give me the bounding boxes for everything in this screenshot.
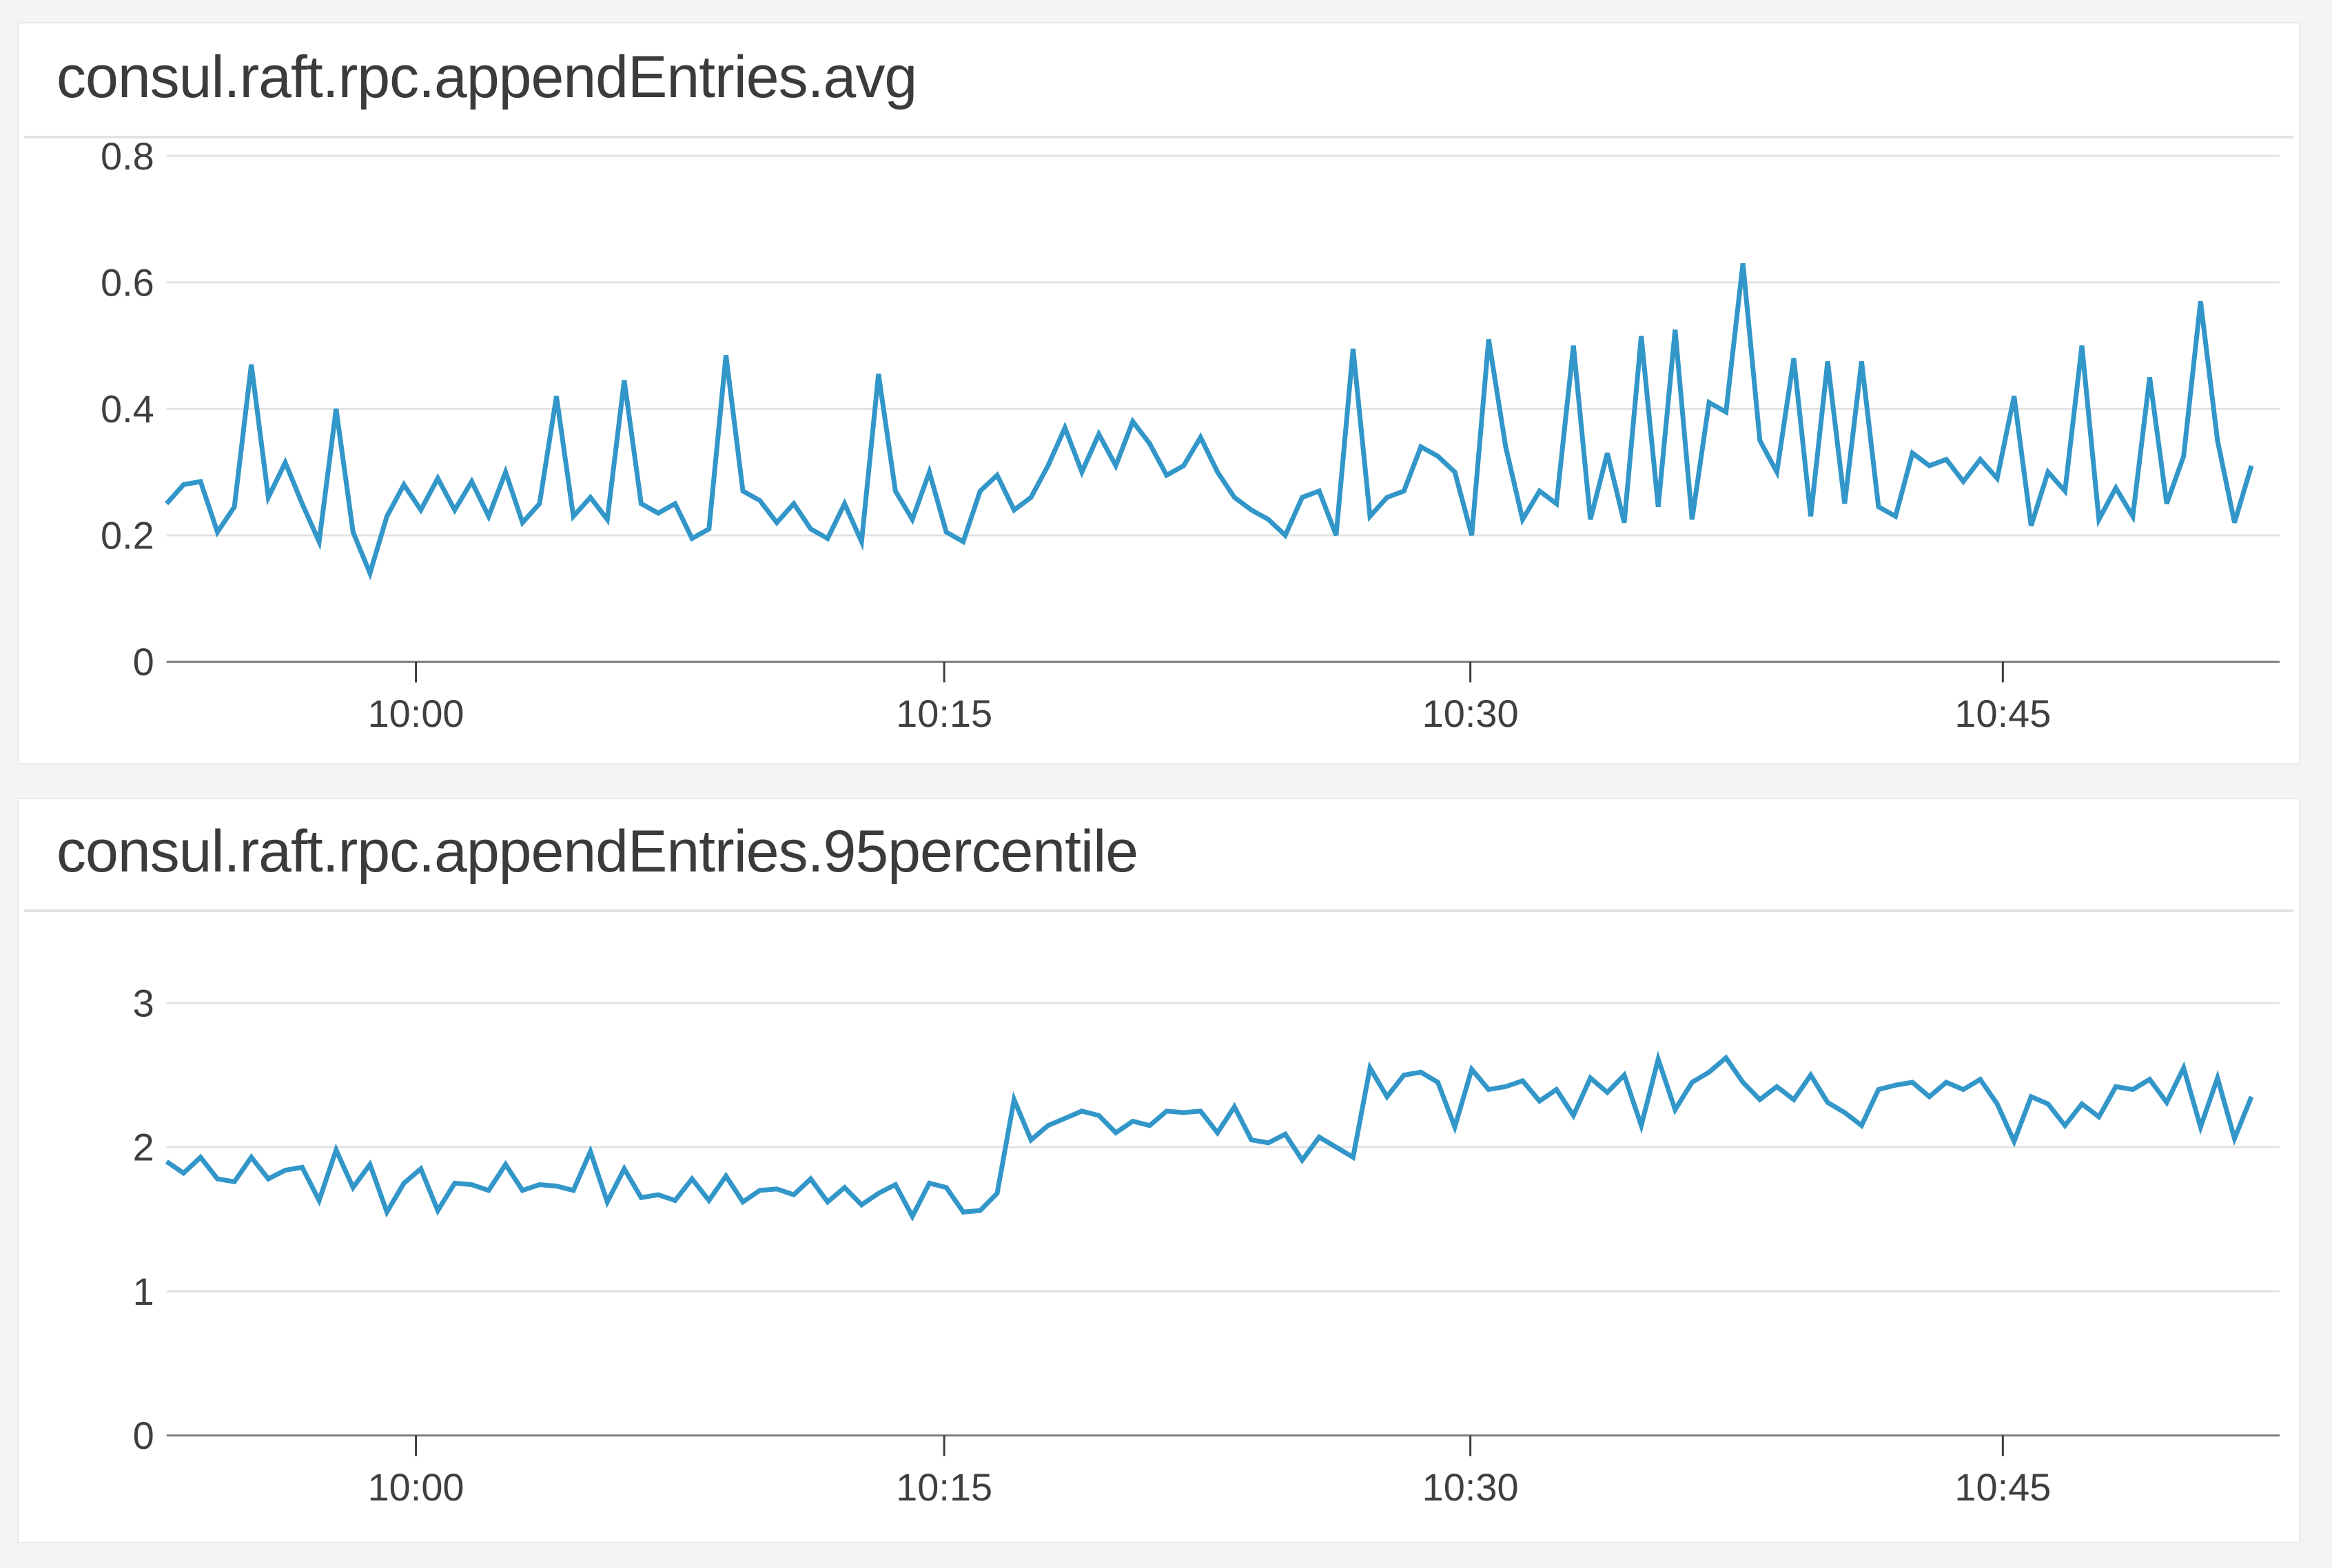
x-axis-tick-label: 10:45 (1954, 1465, 2051, 1509)
panel-title-95percentile: consul.raft.rpc.appendEntries.95percenti… (57, 818, 1138, 885)
avg-line-chart-canvas[interactable]: 0.8 0.6 0.4 0.2 0 10:00 10:15 10:30 10:45 (19, 23, 2299, 763)
x-axis-tick-label: 10:00 (368, 692, 464, 735)
title-separator (24, 909, 2293, 912)
metric-series-line (165, 1051, 2254, 1222)
p95-line-chart-canvas[interactable]: 3 2 1 0 10:00 10:15 10:30 10:45 (19, 799, 2299, 1542)
x-axis-tick-label: 10:15 (896, 1465, 992, 1509)
x-axis-tick-label: 10:00 (368, 1465, 464, 1509)
y-axis-tick-label: 3 (133, 981, 154, 1024)
y-axis-tick-label: 0.2 (101, 514, 154, 557)
y-axis-tick-label: 0 (133, 1414, 154, 1457)
panel-title-avg: consul.raft.rpc.appendEntries.avg (57, 44, 917, 110)
y-axis-tick-label: 0.4 (101, 387, 154, 431)
metric-panel-append-entries-avg: consul.raft.rpc.appendEntries.avg 0.8 0.6… (17, 22, 2300, 765)
x-axis-tick-label: 10:15 (896, 692, 992, 735)
title-separator (24, 136, 2293, 138)
x-axis-tick-label: 10:45 (1954, 692, 2051, 735)
x-axis-tick-label: 10:30 (1422, 692, 1519, 735)
y-axis-tick-label: 0 (133, 640, 154, 683)
metric-panel-append-entries-95percentile: consul.raft.rpc.appendEntries.95percenti… (17, 798, 2300, 1543)
y-axis-tick-label: 2 (133, 1126, 154, 1169)
metric-series-line (165, 262, 2254, 581)
y-axis-tick-label: 0.6 (101, 260, 154, 304)
x-axis-tick-label: 10:30 (1422, 1465, 1519, 1509)
y-axis-tick-label: 1 (133, 1270, 154, 1313)
y-axis-tick-label: 0.8 (101, 134, 154, 178)
